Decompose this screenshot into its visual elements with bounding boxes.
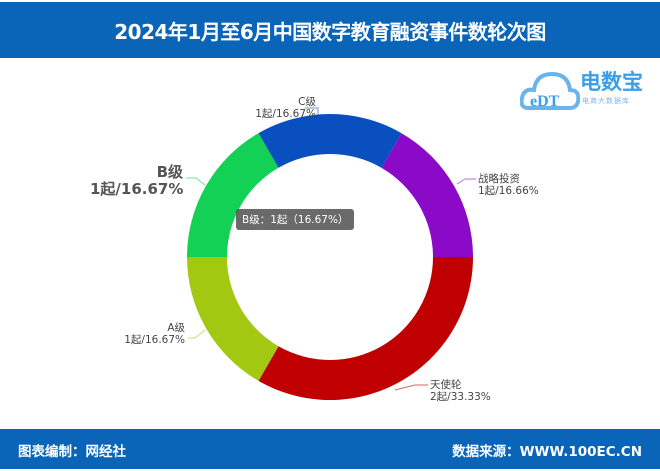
logo-name: 电数宝 bbox=[580, 70, 643, 94]
chart-title-bar: 2024年1月至6月中国数字教育融资事件数轮次图 bbox=[0, 2, 660, 58]
slice-value: 1起/16.67% bbox=[90, 180, 184, 198]
leader-line bbox=[305, 107, 319, 117]
donut-slice[interactable] bbox=[187, 133, 279, 257]
slice-label-c: C级 1起/16.67% bbox=[255, 96, 316, 120]
leader-line bbox=[186, 177, 206, 186]
donut-slice[interactable] bbox=[187, 257, 279, 381]
data-source: 数据来源：WWW.100EC.CN bbox=[452, 444, 642, 460]
slice-name: B级 bbox=[156, 163, 183, 181]
slice-label-b: B级 1起/16.67% bbox=[90, 164, 183, 198]
slice-name: A级 bbox=[167, 322, 185, 334]
leader-line bbox=[456, 178, 476, 185]
slice-name: 天使轮 bbox=[430, 379, 462, 391]
donut-slice[interactable] bbox=[258, 257, 474, 400]
slice-name: 战略投资 bbox=[478, 173, 520, 185]
leader-line bbox=[394, 384, 428, 391]
logo-subtitle: 电商大数据库 bbox=[582, 97, 630, 105]
slice-label-angel: 天使轮 2起/33.33% bbox=[430, 379, 491, 403]
donut-slice[interactable] bbox=[381, 133, 473, 257]
logo: eDT 电数宝 电商大数据库 bbox=[520, 64, 655, 116]
slice-value: 1起/16.67% bbox=[124, 334, 185, 346]
slice-name: C级 bbox=[298, 96, 316, 108]
donut-slice[interactable] bbox=[258, 114, 402, 168]
chart-title: 2024年1月至6月中国数字教育融资事件数轮次图 bbox=[114, 19, 546, 44]
slice-label-strategic: 战略投资 1起/16.66% bbox=[478, 173, 539, 197]
slice-value: 1起/16.66% bbox=[478, 185, 539, 197]
slice-label-a: A级 1起/16.67% bbox=[110, 322, 185, 346]
footer-bar: 图表编制：网经社 数据来源：WWW.100EC.CN bbox=[0, 429, 660, 469]
tooltip: B级：1起（16.67%） bbox=[236, 209, 355, 230]
chart-credit: 图表编制：网经社 bbox=[18, 444, 126, 460]
cloud-logo-icon: eDT bbox=[520, 71, 580, 110]
leader-line bbox=[188, 329, 206, 339]
svg-text:eDT: eDT bbox=[530, 93, 560, 110]
slice-value: 2起/33.33% bbox=[430, 391, 491, 403]
slice-value: 1起/16.67% bbox=[255, 108, 316, 120]
